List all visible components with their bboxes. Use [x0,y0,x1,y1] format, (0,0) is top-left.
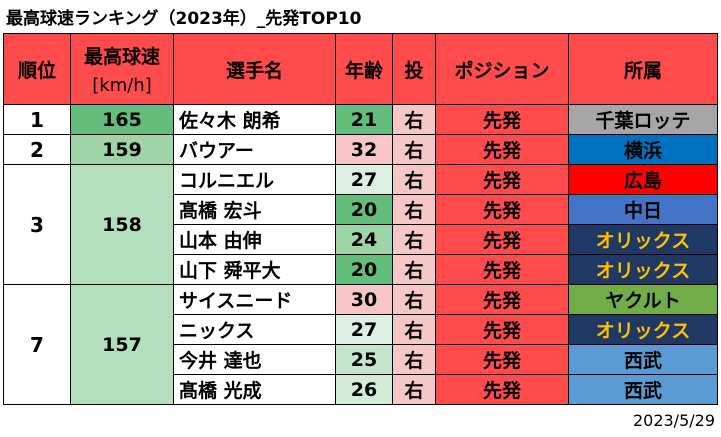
throws-cell: 右 [392,104,436,135]
table-row: 2 159 バウアー 32 右先発 横浜 [3,134,718,165]
position-cell: 先発 [435,254,569,285]
age-cell: 27 [335,164,393,195]
team-cell: 広島 [568,164,718,195]
player-name-cell: 山下 舜平大 [173,254,336,285]
throws-cell: 右 [392,164,436,195]
table-row: 1 165 佐々木 朗希 21 右先発 千葉ロッテ [3,104,718,135]
team-cell: オリックス [568,314,718,345]
player-name-cell: コルニエル [173,164,336,195]
position-cell: 先発 [435,134,569,165]
position-cell: 先発 [435,284,569,315]
position-cell: 先発 [435,314,569,345]
throws-cell: 右 [392,254,436,285]
team-cell: オリックス [568,224,718,255]
table-row: 髙橋 宏斗 20 右先発 中日 [4,194,718,225]
header-player: 選手名 [173,33,336,105]
position-cell: 先発 [435,374,569,405]
table-row: 山下 舜平大 20 右先発 オリックス [4,254,718,285]
position-cell: 先発 [435,224,569,255]
age-cell: 20 [335,194,393,225]
rank-cell: 7 [3,284,71,405]
player-name-cell: 今井 達也 [173,344,336,375]
age-cell: 20 [335,254,393,285]
header-speed-unit: [km/h] [92,75,152,96]
table-header: 順位 最高球速 [km/h] 選手名 年齢 投 ポジション 所属 [3,33,718,105]
ranking-table: 順位 最高球速 [km/h] 選手名 年齢 投 ポジション 所属 1 165 佐々木… [3,33,718,405]
throws-cell: 右 [392,284,436,315]
table-row: ニックス 27 右先発 オリックス [4,314,718,345]
table-row: 今井 達也 25 右先発 西武 [4,344,718,375]
table-row: 7 157 サイスニード 30 右先発 ヤクルト [3,284,718,405]
team-cell: ヤクルト [568,284,718,315]
team-cell: 中日 [568,194,718,225]
team-cell: 西武 [568,344,718,375]
header-age: 年齢 [335,33,393,105]
age-cell: 27 [335,314,393,345]
update-date: 2023/5/29 [632,411,715,430]
player-name-cell: バウアー [173,134,336,165]
position-cell: 先発 [435,194,569,225]
age-cell: 32 [335,134,393,165]
player-name-cell: 髙橋 宏斗 [173,194,336,225]
throws-cell: 右 [392,224,436,255]
position-cell: 先発 [435,164,569,195]
throws-cell: 右 [392,374,436,405]
throws-cell: 右 [392,344,436,375]
player-name-cell: 山本 由伸 [173,224,336,255]
team-cell: 西武 [568,374,718,405]
position-cell: 先発 [435,104,569,135]
header-rank: 順位 [3,33,71,105]
table-row: 山本 由伸 24 右先発 オリックス [4,224,718,255]
player-name-cell: ニックス [173,314,336,345]
header-speed: 最高球速 [km/h] [70,33,174,105]
team-cell: 横浜 [568,134,718,165]
throws-cell: 右 [392,194,436,225]
speed-cell: 157 [70,284,174,405]
header-throws: 投 [392,33,436,105]
speed-cell: 165 [70,104,174,135]
player-name-cell: 髙橋 光成 [173,374,336,405]
header-team: 所属 [568,33,718,105]
age-cell: 21 [335,104,393,135]
rank-cell: 1 [3,104,71,135]
speed-cell: 158 [70,164,174,285]
player-name-cell: サイスニード [173,284,336,315]
rank-cell: 2 [3,134,71,165]
speed-cell: 159 [70,134,174,165]
age-cell: 30 [335,284,393,315]
throws-cell: 右 [392,314,436,345]
rank-cell: 3 [3,164,71,285]
header-position: ポジション [435,33,569,105]
table-body: 1 165 佐々木 朗希 21 右先発 千葉ロッテ 2 159 バウアー 32 右先発 横浜 3 158 コ… [3,104,718,405]
throws-cell: 右 [392,134,436,165]
team-cell: オリックス [568,254,718,285]
page-title: 最高球速ランキング（2023年）_先発TOP10 [6,9,362,29]
position-cell: 先発 [435,344,569,375]
age-cell: 24 [335,224,393,255]
header-speed-label: 最高球速 [83,46,160,68]
table-row: 3 158 コルニエル 27 右先発 広島 [3,164,718,285]
player-name-cell: 佐々木 朗希 [173,104,336,135]
team-cell: 千葉ロッテ [568,104,718,135]
table-row: 髙橋 光成 26 右先発 西武 [4,374,718,405]
age-cell: 26 [335,374,393,405]
age-cell: 25 [335,344,393,375]
header-row: 順位 最高球速 [km/h] 選手名 年齢 投 ポジション 所属 [3,33,718,105]
